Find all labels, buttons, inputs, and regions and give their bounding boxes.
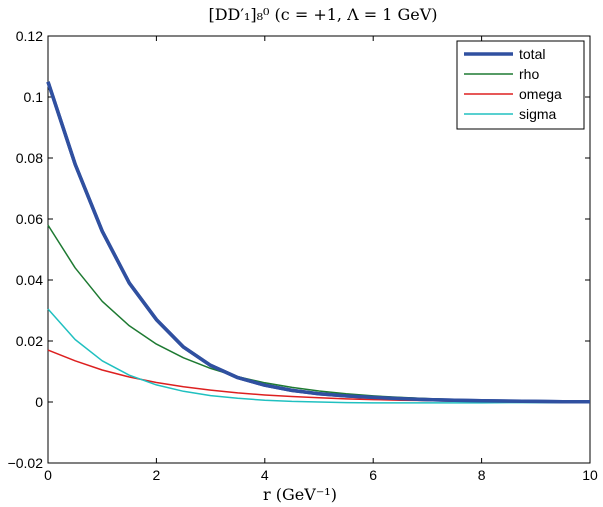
y-tick-label: 0.1: [24, 89, 44, 105]
y-tick-label: 0.08: [16, 150, 43, 166]
chart-title: [DD′₁]₈⁰ (c = +1, Λ = 1 GeV): [208, 5, 437, 24]
x-tick-label: 2: [153, 467, 161, 483]
y-tick-label: 0.02: [16, 333, 43, 349]
y-tick-label: −0.02: [8, 455, 44, 471]
y-tick-label: 0.12: [16, 28, 43, 44]
legend-label-total: total: [519, 46, 545, 62]
x-tick-label: 6: [369, 467, 377, 483]
legend-label-omega: omega: [519, 86, 562, 102]
x-axis-title: r (GeV⁻¹): [263, 485, 337, 504]
series-lines: [46, 81, 591, 404]
y-tick-label: 0: [35, 394, 43, 410]
x-tick-label: 0: [44, 467, 52, 483]
y-tick-label: 0.04: [16, 272, 43, 288]
y-tick-label: 0.06: [16, 211, 43, 227]
series-line-total-overlay: [46, 81, 590, 404]
legend-label-rho: rho: [519, 66, 539, 82]
x-tick-label: 4: [261, 467, 269, 483]
x-tick-label: 8: [478, 467, 486, 483]
x-tick-label: 10: [582, 467, 598, 483]
legend: total rho omega sigma: [456, 40, 585, 130]
legend-label-sigma: sigma: [519, 106, 557, 122]
